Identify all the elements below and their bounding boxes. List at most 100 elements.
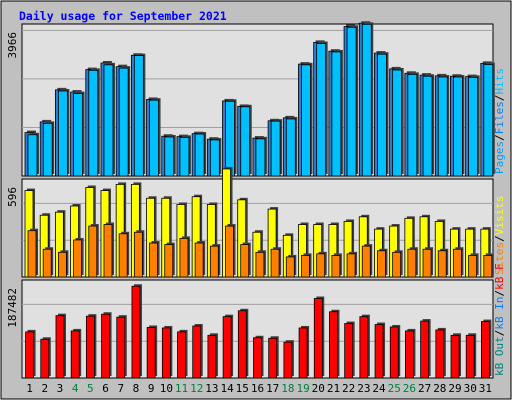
hits-panel-legend-item: Hits [493, 68, 506, 95]
x-tick-label: 29 [448, 382, 461, 395]
hits-panel-legend-item: Pages [493, 141, 506, 174]
x-tick-label: 4 [72, 382, 79, 395]
hits-panel-bar [407, 73, 418, 177]
x-tick-label: 1 [26, 382, 33, 395]
visits-panel-bar [437, 250, 447, 278]
hits-panel-bar [209, 139, 220, 177]
kbytes-panel-bar [283, 341, 293, 379]
kbytes-panel-bar [40, 338, 50, 379]
x-tick-label: 21 [327, 382, 340, 395]
hits-panel-legend-item: / [493, 134, 506, 141]
visits-panel-bar [27, 230, 37, 278]
hits-panel-bar [453, 76, 463, 177]
x-tick-label: 25 [388, 382, 401, 395]
hits-panel-bar [149, 99, 159, 177]
kbytes-panel-bar [161, 327, 171, 379]
kbytes-panel-bar [268, 337, 278, 379]
kbytes-panel-bar [465, 334, 475, 379]
visits-panel-bar [179, 238, 189, 278]
kbytes-panel-bar [70, 330, 80, 379]
x-tick-label: 3 [57, 382, 64, 395]
kbytes-panel-legend-item: / [493, 330, 506, 337]
x-tick-label: 5 [87, 382, 94, 395]
hits-panel-bar [118, 67, 129, 177]
kbytes-panel-bar [25, 331, 34, 379]
hits-panel-bar [331, 51, 342, 177]
visits-panel-legend-item: Visits [493, 196, 506, 236]
hits-panel-bar [437, 76, 448, 177]
x-tick-label: 6 [102, 382, 109, 395]
visits-panel-legend-item: Sites [493, 242, 506, 275]
hits-panel-bar [88, 69, 99, 177]
x-tick-label: 27 [418, 382, 431, 395]
visits-panel-bar [453, 248, 462, 278]
visits-panel-bar [468, 254, 478, 278]
kbytes-panel-bar [374, 324, 384, 379]
visits-panel-bar [42, 248, 52, 278]
kbytes-panel-bar [344, 323, 354, 379]
visits-panel-bar [225, 225, 234, 278]
visits-panel-legend-item: / [493, 235, 506, 242]
hits-panel-bar [179, 136, 190, 177]
visits-panel-bar [422, 248, 432, 278]
visits-panel-bar [301, 254, 310, 278]
visits-panel-max-label: 596 [6, 187, 19, 207]
visits-panel-bar [407, 248, 417, 278]
x-tick-label: 2 [41, 382, 48, 395]
hits-panel-bar [346, 26, 357, 177]
kbytes-panel-bar [237, 310, 247, 379]
visits-panel-bar [316, 253, 326, 278]
kbytes-panel-bar [177, 331, 186, 379]
kbytes-panel-legend-item: kB In [493, 297, 506, 330]
kbytes-panel-bar [131, 285, 141, 379]
x-tick-label: 18 [281, 382, 294, 395]
hits-panel-legend-item: Files [493, 101, 506, 134]
kbytes-panel-bar [298, 327, 308, 379]
hits-panel-bar [42, 122, 53, 177]
visits-panel-bar [331, 254, 341, 278]
x-tick-label: 26 [403, 382, 416, 395]
panels-layer: 3966Pages/Files/Hits596Sites/Visits18748… [6, 21, 506, 379]
x-tick-label: 17 [266, 382, 279, 395]
visits-panel-bar [270, 248, 280, 278]
x-tick-label: 9 [148, 382, 155, 395]
x-tick-label: 31 [479, 382, 492, 395]
x-tick-label: 7 [117, 382, 124, 395]
x-axis: 1 2 3 4 5 6 7 8 9 10 11 12 13 14 15 16 17 18 19 20 21 22 23 24 2… [26, 382, 492, 395]
kbytes-panel-bar [85, 315, 95, 379]
hits-panel-bar [468, 76, 479, 177]
hits-panel-max-label: 3966 [6, 32, 19, 59]
visits-panel-bar [118, 233, 128, 278]
visits-panel-bar [133, 231, 143, 278]
chart-title: Daily usage for September 2021 [19, 9, 227, 23]
hits-panel-bar [27, 134, 38, 177]
kbytes-panel-legend-item: / [493, 290, 506, 297]
x-tick-label: 22 [342, 382, 355, 395]
visits-panel-bar [377, 250, 386, 278]
kbytes-panel-bar [192, 325, 202, 379]
hits-panel-bar [225, 100, 235, 177]
hits-panel-legend: Pages/Files/Hits [493, 68, 506, 174]
hits-panel-bar [103, 64, 114, 177]
x-tick-label: 28 [433, 382, 446, 395]
kbytes-panel-bar [313, 298, 323, 379]
x-tick-label: 14 [220, 382, 234, 395]
hits-panel-bar [422, 75, 433, 177]
visits-panel-bar [255, 251, 265, 278]
kbytes-panel-bar [55, 315, 65, 379]
visits-panel-bar [346, 253, 356, 278]
x-tick-label: 23 [357, 382, 370, 395]
kbytes-panel-bar [222, 316, 232, 379]
hits-panel-bar [361, 23, 372, 177]
hits-panel-bar [377, 53, 387, 177]
kbytes-panel-bar [435, 329, 445, 379]
kbytes-panel-bar [329, 311, 338, 379]
kbytes-panel-legend: kB Out/kB In/kB F [493, 263, 506, 376]
visits-panel-legend: Sites/Visits [493, 196, 506, 276]
x-tick-label: 19 [296, 382, 309, 395]
kbytes-panel-legend-item: kB Out [493, 336, 506, 376]
visits-panel-bar [483, 254, 493, 278]
x-tick-label: 12 [190, 382, 203, 395]
visits-panel-bar [361, 245, 371, 278]
